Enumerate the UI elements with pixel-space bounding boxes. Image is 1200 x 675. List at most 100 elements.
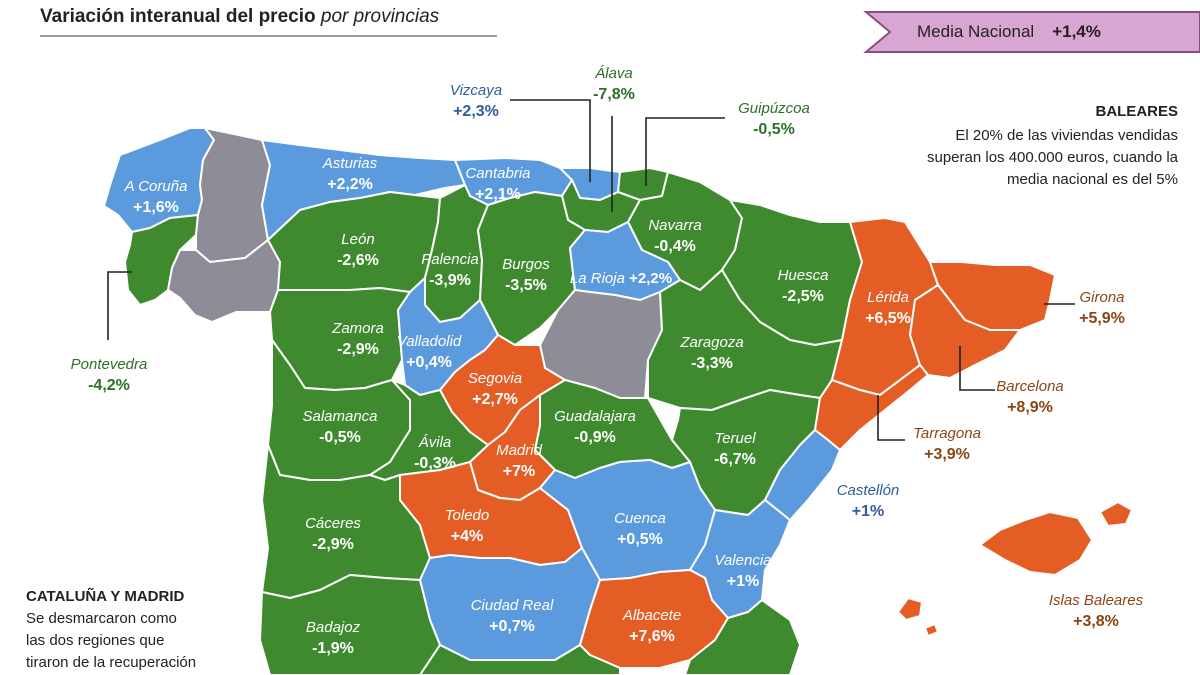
label-islas-baleares: Islas Baleares +3,8% (1049, 590, 1143, 632)
label-barcelona: Barcelona +8,9% (996, 376, 1064, 418)
name-cuenca: Cuenca (614, 510, 666, 527)
value-huesca: -2,5% (782, 288, 824, 305)
name-zaragoza: Zaragoza (680, 334, 744, 351)
value-cantabria: +2,1% (475, 186, 521, 203)
label-valencia: Valencia +1% (715, 550, 772, 592)
media-nacional-banner (863, 11, 1200, 53)
name-caceres: Cáceres (305, 515, 361, 532)
label-valladolid: Valladolid +0,4% (397, 331, 462, 373)
label-alava: Álava -7,8% (593, 63, 635, 105)
label-pontevedra: Pontevedra -4,2% (71, 354, 148, 396)
value-salamanca: -0,5% (319, 429, 361, 446)
name-la-rioja: La Rioja (569, 270, 625, 287)
province-badajoz[interactable] (259, 574, 441, 675)
value-vizcaya: +2,3% (453, 103, 499, 120)
note-baleares-line: media nacional es del 5% (1007, 171, 1178, 188)
value-cuenca: +0,5% (617, 531, 663, 548)
name-navarra: Navarra (648, 217, 702, 234)
value-zaragoza: -3,3% (691, 355, 733, 372)
name-huesca: Huesca (777, 267, 829, 284)
value-tarragona: +3,9% (924, 446, 970, 463)
value-palencia: -3,9% (429, 272, 471, 289)
value-caceres: -2,9% (312, 536, 354, 553)
value-barcelona: +8,9% (1007, 399, 1053, 416)
note-baleares-heading: BALEARES (1095, 103, 1178, 120)
value-toledo: +4% (450, 528, 484, 545)
name-guipuzcoa: Guipúzcoa (738, 100, 810, 117)
name-tarragona: Tarragona (913, 425, 981, 442)
leader-guipuzcoa (645, 117, 725, 186)
label-ciudad-real: Ciudad Real +0,7% (471, 595, 554, 637)
name-ciudad-real: Ciudad Real (470, 597, 554, 614)
leader-pontevedra (107, 271, 132, 340)
value-burgos: -3,5% (505, 277, 547, 294)
label-navarra: Navarra -0,4% (648, 215, 701, 257)
value-madrid: +7% (502, 463, 536, 480)
label-albacete: Albacete +7,6% (623, 605, 681, 647)
province-barcelona[interactable] (909, 284, 1021, 379)
label-a-coruna: A Coruña +1,6% (125, 176, 188, 218)
name-teruel: Teruel (714, 430, 756, 447)
name-segovia: Segovia (467, 370, 523, 387)
name-castellon: Castellón (836, 482, 900, 499)
label-zamora: Zamora -2,9% (332, 318, 384, 360)
page-title: Variación interanual del precio por prov… (40, 6, 439, 28)
label-guipuzcoa: Guipúzcoa -0,5% (738, 98, 810, 140)
title-main: Variación interanual del precio (40, 6, 316, 27)
name-valladolid: Valladolid (396, 333, 462, 350)
title-sub: por provincias (320, 6, 440, 27)
title-underline (40, 35, 497, 37)
leader-barcelona (959, 346, 995, 391)
value-teruel: -6,7% (714, 451, 756, 468)
note-baleares-line: superan los 400.000 euros, cuando la (926, 149, 1178, 166)
note-cm-heading: CATALUÑA Y MADRID (26, 588, 185, 605)
value-segovia: +2,7% (472, 391, 518, 408)
media-nacional-value: +1,4% (1052, 22, 1101, 41)
label-avila: Ávila -0,3% (414, 432, 456, 474)
note-baleares: BALEARES El 20% de las viviendas vendida… (927, 101, 1178, 191)
label-toledo: Toledo +4% (445, 505, 490, 547)
name-pontevedra: Pontevedra (70, 356, 148, 373)
value-navarra: -0,4% (654, 238, 696, 255)
label-caceres: Cáceres -2,9% (305, 513, 361, 555)
label-castellon: Castellón +1% (837, 480, 900, 522)
name-cantabria: Cantabria (465, 165, 531, 182)
name-valencia: Valencia (714, 552, 772, 569)
label-lerida: Lérida +6,5% (865, 287, 911, 329)
leader-tarragona (877, 395, 905, 441)
name-leon: León (341, 231, 375, 248)
name-avila: Ávila (418, 434, 452, 451)
name-a-coruna: A Coruña (124, 178, 188, 195)
label-huesca: Huesca -2,5% (778, 265, 829, 307)
region-south-green[interactable] (419, 644, 621, 675)
island-mallorca[interactable] (979, 511, 1093, 576)
region-south-east-green[interactable] (684, 599, 801, 675)
note-baleares-line: El 20% de las viviendas vendidas (955, 127, 1178, 144)
note-cm-line: las dos regiones que (26, 632, 165, 649)
value-castellon: +1% (851, 503, 885, 520)
label-salamanca: Salamanca -0,5% (302, 406, 377, 448)
media-nacional: Media Nacional +1,4% (917, 22, 1101, 42)
label-leon: León -2,6% (337, 229, 379, 271)
name-girona: Girona (1079, 289, 1125, 306)
label-asturias: Asturias +2,2% (323, 153, 377, 195)
value-girona: +5,9% (1079, 310, 1125, 327)
value-avila: -0,3% (414, 455, 456, 472)
label-madrid: Madrid +7% (496, 440, 542, 482)
value-la-rioja: +2,2% (629, 270, 673, 287)
value-a-coruna: +1,6% (133, 199, 179, 216)
label-burgos: Burgos -3,5% (502, 254, 550, 296)
value-pontevedra: -4,2% (88, 377, 130, 394)
label-teruel: Teruel -6,7% (714, 428, 756, 470)
island-ibiza[interactable] (897, 597, 923, 621)
name-toledo: Toledo (444, 507, 490, 524)
note-cataluna-madrid: CATALUÑA Y MADRID Se desmarcaron como la… (26, 586, 196, 674)
value-badajoz: -1,9% (312, 640, 354, 657)
rioja-line: La Rioja +2,2% (570, 268, 672, 289)
island-formentera[interactable] (924, 623, 939, 637)
name-burgos: Burgos (502, 256, 550, 273)
label-vizcaya: Vizcaya +2,3% (450, 80, 502, 122)
value-ciudad-real: +0,7% (489, 618, 535, 635)
island-menorca[interactable] (1099, 501, 1133, 527)
label-segovia: Segovia +2,7% (468, 368, 522, 410)
